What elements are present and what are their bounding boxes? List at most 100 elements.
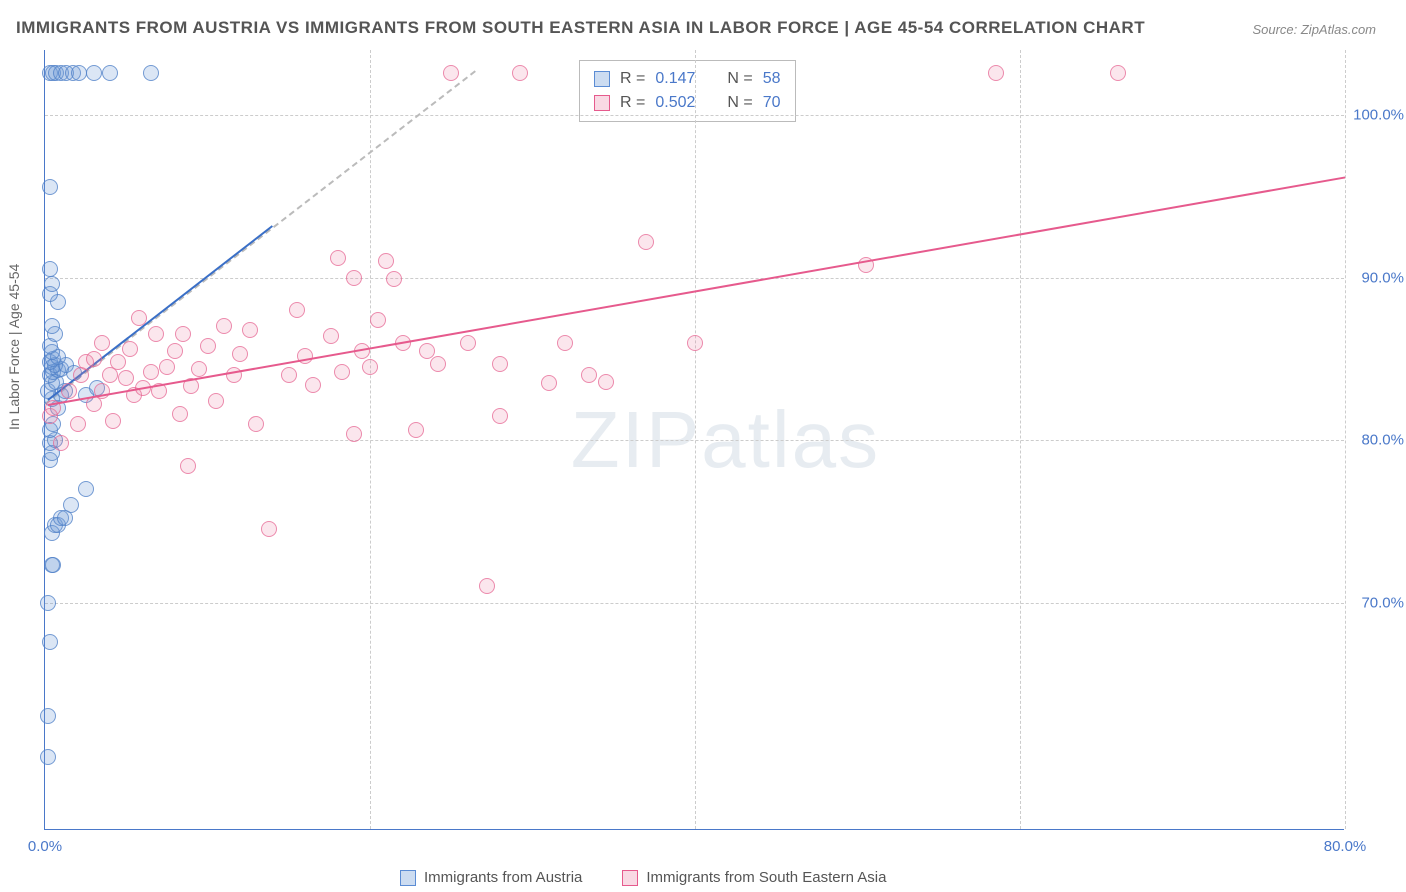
data-point-south_eastern_asia	[191, 361, 207, 377]
data-point-austria	[45, 557, 61, 573]
data-point-south_eastern_asia	[334, 364, 350, 380]
data-point-south_eastern_asia	[122, 341, 138, 357]
legend-label: Immigrants from Austria	[424, 869, 582, 886]
data-point-austria	[44, 276, 60, 292]
y-tick-label: 80.0%	[1361, 432, 1404, 449]
chart-title: IMMIGRANTS FROM AUSTRIA VS IMMIGRANTS FR…	[16, 18, 1145, 38]
data-point-south_eastern_asia	[1110, 65, 1126, 81]
data-point-south_eastern_asia	[492, 356, 508, 372]
stat-r-label: R =	[620, 91, 645, 115]
stat-r-value: 0.502	[655, 91, 695, 115]
data-point-south_eastern_asia	[208, 393, 224, 409]
legend-swatch	[594, 71, 610, 87]
legend-item: Immigrants from South Eastern Asia	[622, 869, 886, 886]
legend-label: Immigrants from South Eastern Asia	[646, 869, 886, 886]
data-point-austria	[40, 595, 56, 611]
data-point-austria	[78, 481, 94, 497]
data-point-south_eastern_asia	[557, 335, 573, 351]
data-point-south_eastern_asia	[248, 416, 264, 432]
data-point-south_eastern_asia	[53, 435, 69, 451]
data-point-south_eastern_asia	[242, 322, 258, 338]
data-point-south_eastern_asia	[131, 310, 147, 326]
y-tick-label: 90.0%	[1361, 269, 1404, 286]
legend-swatch	[594, 95, 610, 111]
data-point-austria	[143, 65, 159, 81]
data-point-south_eastern_asia	[430, 356, 446, 372]
data-point-south_eastern_asia	[216, 318, 232, 334]
data-point-austria	[40, 708, 56, 724]
stat-row: R = 0.147 N = 58	[594, 67, 781, 91]
plot-area: ZIPatlas R =0.147N =58R =0.502N =70 70.0…	[44, 50, 1344, 830]
gridline-vertical	[1020, 50, 1021, 829]
stat-r-value: 0.147	[655, 67, 695, 91]
data-point-austria	[71, 65, 87, 81]
data-point-austria	[44, 318, 60, 334]
data-point-south_eastern_asia	[175, 326, 191, 342]
data-point-south_eastern_asia	[118, 370, 134, 386]
data-point-south_eastern_asia	[105, 413, 121, 429]
data-point-south_eastern_asia	[261, 521, 277, 537]
data-point-austria	[86, 65, 102, 81]
x-tick-label: 0.0%	[28, 838, 62, 855]
data-point-south_eastern_asia	[86, 351, 102, 367]
y-axis-label: In Labor Force | Age 45-54	[6, 264, 22, 430]
data-point-south_eastern_asia	[598, 374, 614, 390]
data-point-south_eastern_asia	[492, 408, 508, 424]
trend-line	[48, 177, 1345, 407]
trend-line	[44, 70, 476, 405]
data-point-south_eastern_asia	[281, 367, 297, 383]
stat-n-label: N =	[727, 67, 752, 91]
legend-swatch	[400, 870, 416, 886]
data-point-south_eastern_asia	[370, 312, 386, 328]
data-point-south_eastern_asia	[143, 364, 159, 380]
data-point-south_eastern_asia	[638, 234, 654, 250]
data-point-south_eastern_asia	[687, 335, 703, 351]
stat-r-label: R =	[620, 67, 645, 91]
source-attribution: Source: ZipAtlas.com	[1252, 22, 1376, 37]
x-tick-label: 80.0%	[1324, 838, 1367, 855]
data-point-south_eastern_asia	[460, 335, 476, 351]
stat-n-label: N =	[727, 91, 752, 115]
data-point-south_eastern_asia	[289, 302, 305, 318]
data-point-south_eastern_asia	[180, 458, 196, 474]
data-point-austria	[102, 65, 118, 81]
data-point-south_eastern_asia	[61, 383, 77, 399]
gridline-vertical	[695, 50, 696, 829]
data-point-south_eastern_asia	[378, 253, 394, 269]
data-point-south_eastern_asia	[479, 578, 495, 594]
data-point-austria	[42, 261, 58, 277]
data-point-austria	[42, 634, 58, 650]
data-point-south_eastern_asia	[988, 65, 1004, 81]
data-point-south_eastern_asia	[443, 65, 459, 81]
legend: Immigrants from Austria Immigrants from S…	[400, 869, 886, 886]
data-point-austria	[42, 179, 58, 195]
data-point-south_eastern_asia	[386, 271, 402, 287]
data-point-austria	[63, 497, 79, 513]
data-point-south_eastern_asia	[232, 346, 248, 362]
correlation-stats-box: R =0.147N =58R =0.502N =70	[579, 60, 796, 122]
data-point-south_eastern_asia	[541, 375, 557, 391]
data-point-south_eastern_asia	[172, 406, 188, 422]
data-point-south_eastern_asia	[346, 426, 362, 442]
data-point-south_eastern_asia	[512, 65, 528, 81]
data-point-south_eastern_asia	[94, 335, 110, 351]
data-point-south_eastern_asia	[346, 270, 362, 286]
data-point-austria	[40, 749, 56, 765]
data-point-south_eastern_asia	[581, 367, 597, 383]
data-point-south_eastern_asia	[323, 328, 339, 344]
data-point-south_eastern_asia	[330, 250, 346, 266]
data-point-south_eastern_asia	[110, 354, 126, 370]
legend-item: Immigrants from Austria	[400, 869, 582, 886]
data-point-south_eastern_asia	[148, 326, 164, 342]
gridline-vertical	[1345, 50, 1346, 829]
data-point-south_eastern_asia	[200, 338, 216, 354]
stat-row: R =0.502N =70	[594, 91, 781, 115]
data-point-south_eastern_asia	[362, 359, 378, 375]
data-point-south_eastern_asia	[167, 343, 183, 359]
data-point-south_eastern_asia	[70, 416, 86, 432]
data-point-south_eastern_asia	[408, 422, 424, 438]
data-point-south_eastern_asia	[305, 377, 321, 393]
stat-n-value: 58	[763, 67, 781, 91]
data-point-south_eastern_asia	[159, 359, 175, 375]
y-tick-label: 100.0%	[1353, 107, 1404, 124]
